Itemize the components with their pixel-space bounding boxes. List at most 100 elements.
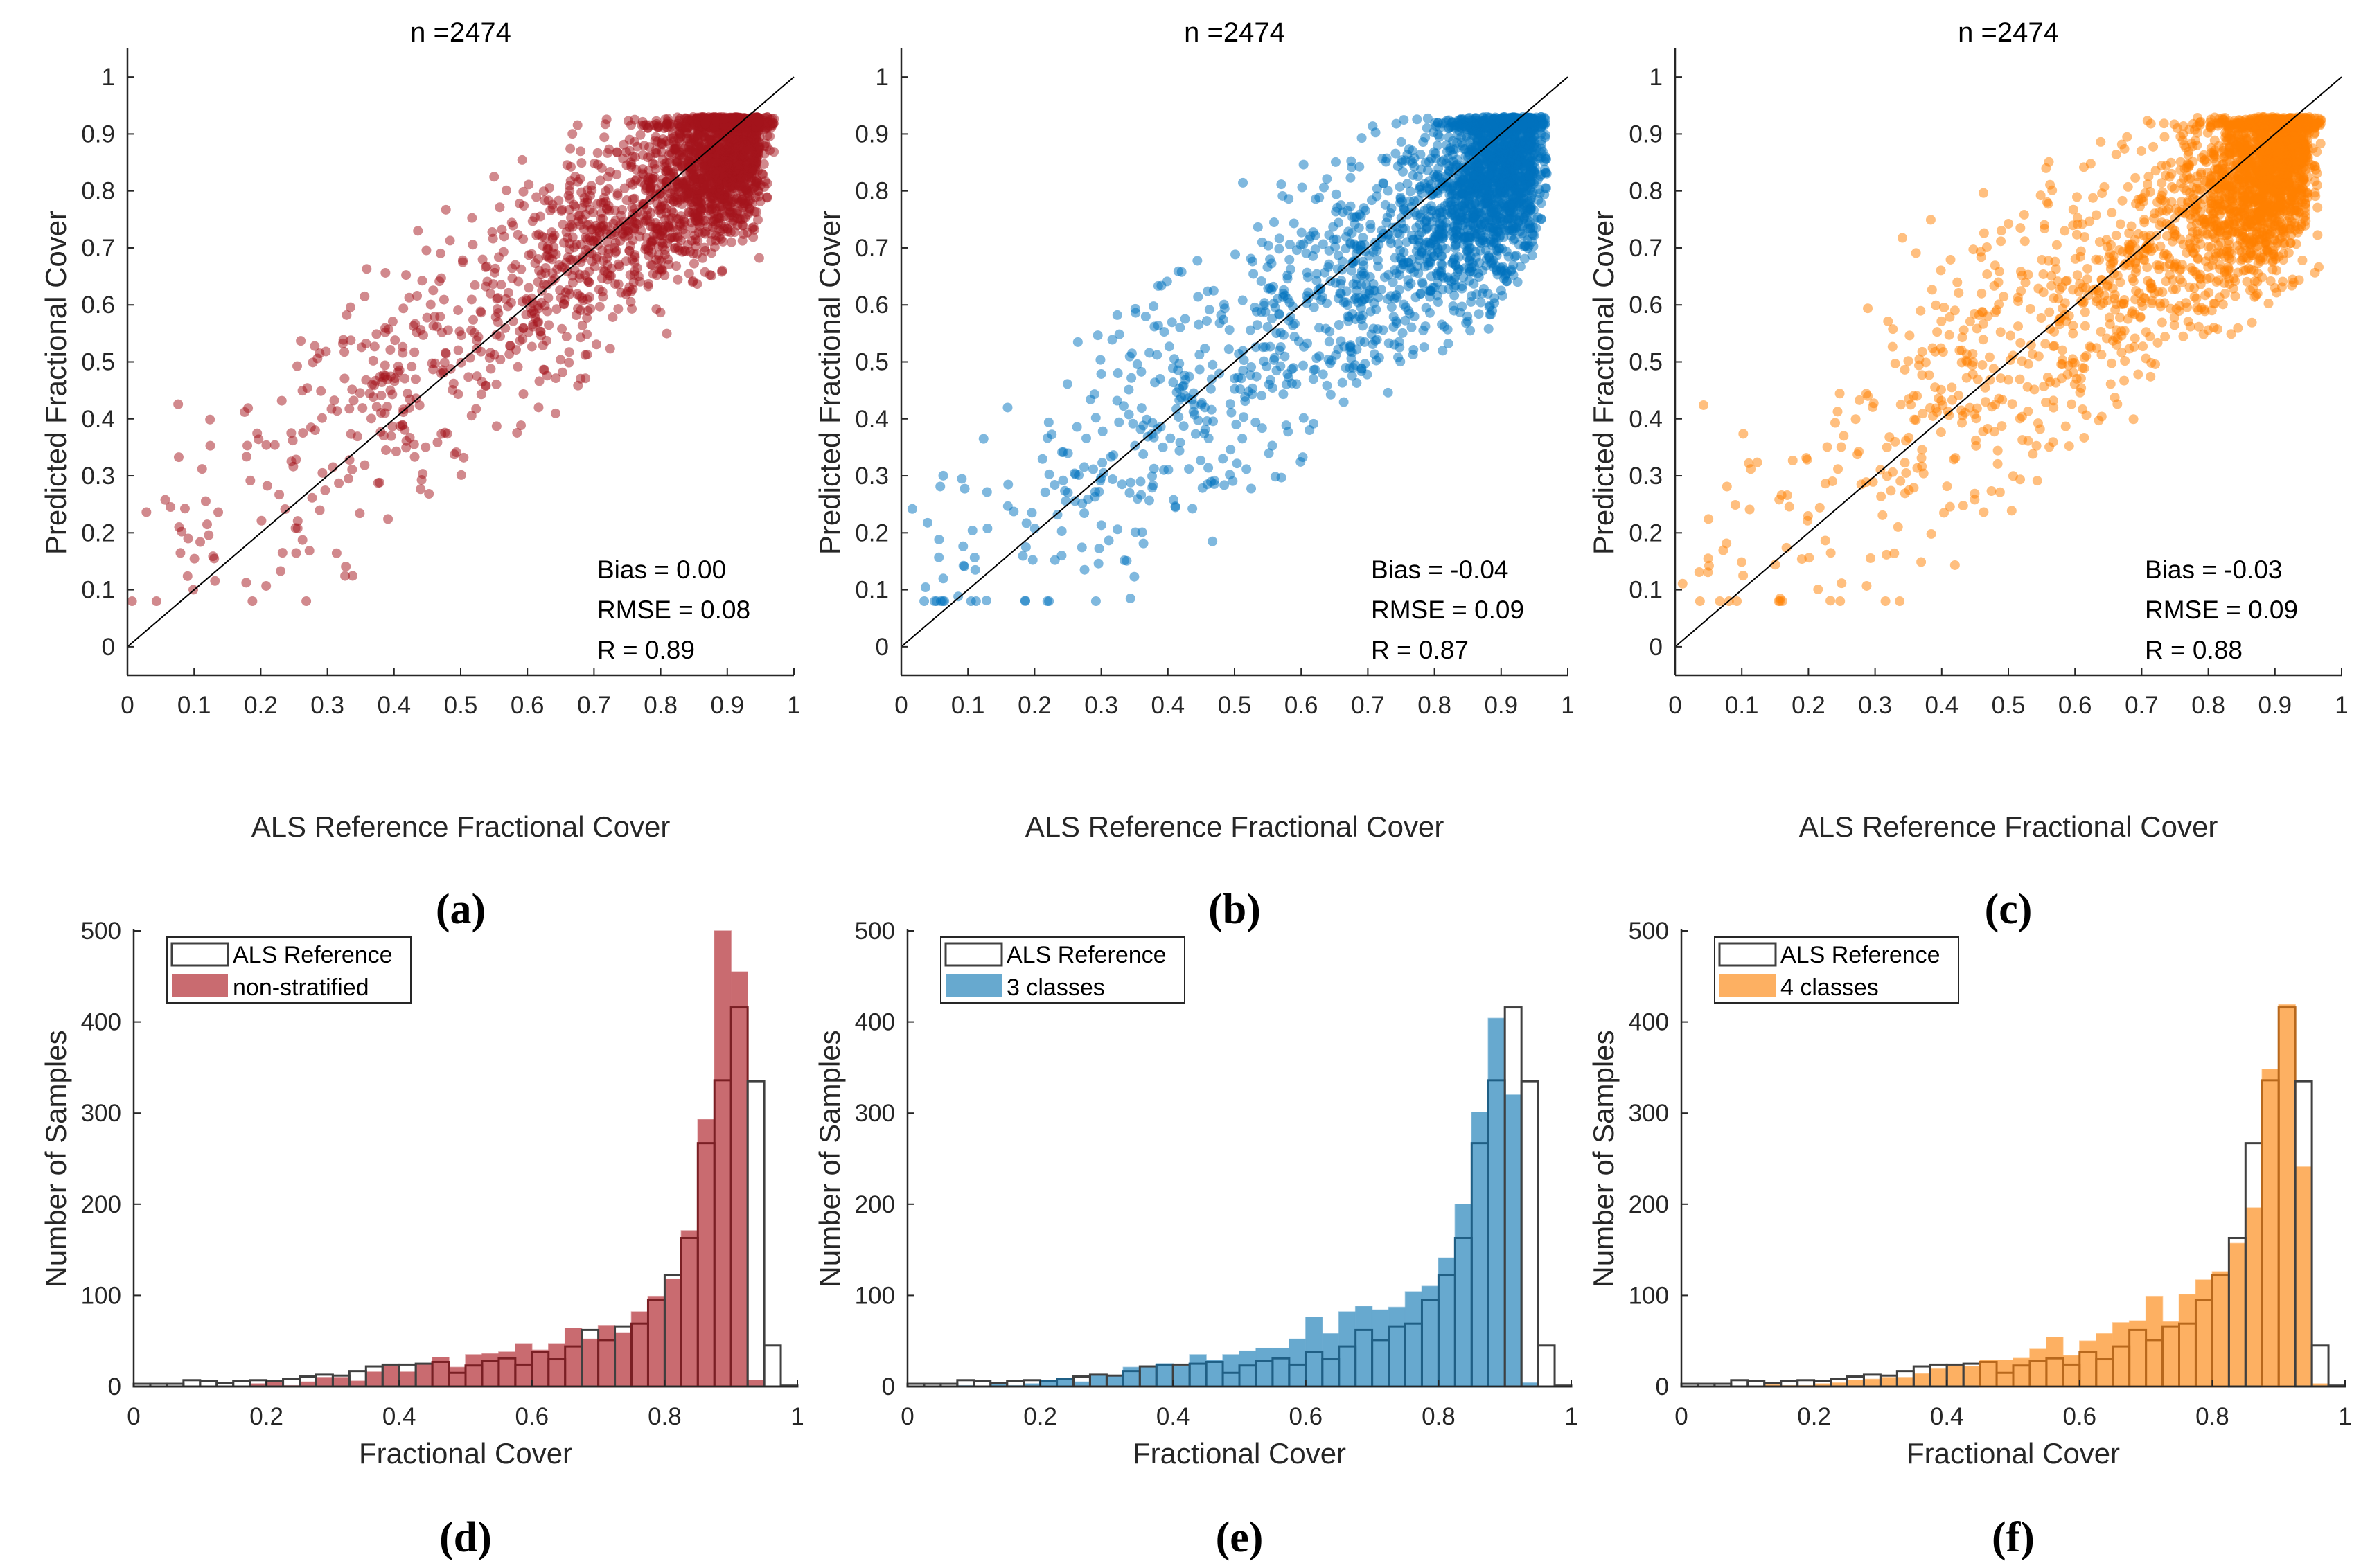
data-point [489, 172, 499, 182]
data-point [679, 246, 689, 256]
data-point [297, 535, 308, 545]
data-point [182, 571, 193, 581]
data-point [1284, 194, 1294, 204]
data-point [1358, 233, 1368, 243]
data-point [1298, 159, 1309, 170]
data-point [574, 211, 585, 221]
data-point [1322, 380, 1332, 391]
data-point [1330, 242, 1341, 252]
data-point [567, 129, 578, 139]
data-point [1520, 240, 1530, 251]
data-point [1489, 237, 1499, 247]
data-point [572, 120, 583, 130]
data-point [635, 130, 646, 140]
data-point [1528, 205, 1539, 215]
data-point [547, 203, 558, 213]
data-point [1325, 358, 1336, 368]
data-point [664, 214, 674, 224]
data-point [731, 135, 741, 145]
data-point [551, 304, 562, 314]
data-point [743, 209, 753, 220]
data-point [719, 114, 729, 125]
data-point [762, 117, 772, 127]
data-point [127, 596, 137, 607]
data-point [1311, 269, 1322, 279]
data-point [1396, 213, 1406, 223]
data-point [1540, 183, 1550, 193]
data-point [1366, 195, 1377, 206]
data-point [544, 320, 554, 330]
data-point [628, 179, 638, 190]
data-point [660, 159, 670, 169]
data-point [700, 267, 710, 277]
data-point [604, 144, 614, 154]
data-point [1460, 121, 1470, 132]
data-point [1437, 271, 1447, 282]
scatter-points [907, 112, 1552, 607]
data-point [514, 326, 524, 337]
data-point [488, 233, 498, 244]
data-point [307, 492, 317, 503]
data-point [1415, 150, 1426, 160]
data-point [689, 258, 699, 269]
data-point [692, 194, 702, 204]
data-point [342, 310, 352, 320]
data-point [533, 402, 544, 413]
data-point [741, 127, 752, 137]
data-point [195, 537, 206, 547]
data-point [600, 119, 610, 130]
data-point [643, 281, 653, 292]
data-point [468, 314, 478, 325]
data-point [1418, 137, 1429, 148]
data-point [1090, 413, 1101, 423]
data-point [1021, 518, 1032, 528]
data-point [737, 194, 748, 204]
data-point [1196, 455, 1206, 465]
data-point [934, 552, 944, 562]
data-point [1094, 543, 1104, 553]
data-point [1265, 341, 1275, 352]
data-point [276, 566, 286, 576]
data-point [907, 504, 917, 514]
data-point [565, 238, 575, 249]
data-point [1358, 256, 1368, 267]
data-point [378, 430, 389, 440]
data-point [722, 145, 732, 155]
data-point [1345, 172, 1356, 183]
data-point [428, 364, 439, 375]
data-point [612, 148, 623, 158]
data-point [1114, 417, 1124, 427]
data-point [1449, 254, 1459, 265]
data-point [1219, 299, 1229, 310]
data-point [1174, 445, 1185, 456]
data-point [1237, 295, 1248, 305]
data-point [668, 167, 678, 177]
data-point [346, 335, 356, 346]
data-point [1278, 389, 1289, 400]
data-point [629, 193, 639, 204]
data-point [1244, 386, 1254, 397]
data-point [364, 389, 375, 399]
data-point [1373, 292, 1383, 303]
data-point [684, 207, 695, 217]
data-point [1503, 213, 1513, 224]
data-point [317, 413, 327, 423]
data-point [689, 230, 700, 240]
data-point [584, 292, 594, 302]
data-point [1128, 418, 1138, 429]
data-point [345, 302, 355, 312]
data-point [277, 548, 288, 558]
data-point [1020, 542, 1031, 552]
data-point [379, 373, 389, 383]
data-point [1136, 403, 1147, 413]
data-point [1422, 123, 1432, 133]
data-point [608, 312, 618, 322]
data-point [200, 496, 211, 506]
data-point [1058, 475, 1068, 485]
data-point [692, 161, 702, 171]
data-point [534, 376, 545, 386]
data-point [1310, 244, 1320, 254]
data-point [1231, 419, 1241, 429]
data-point [678, 215, 689, 225]
data-point [1296, 227, 1307, 238]
